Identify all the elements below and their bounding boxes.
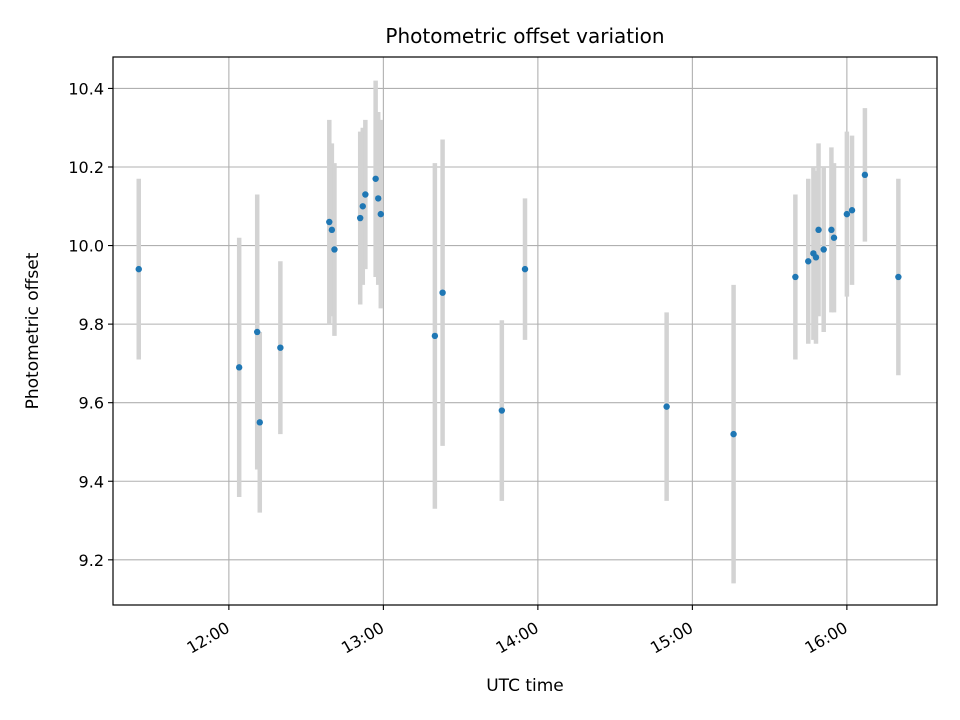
data-point: [254, 328, 261, 336]
y-tick-label: 10.0: [68, 237, 104, 256]
y-tick-label: 9.2: [79, 551, 104, 570]
data-point: [830, 234, 838, 241]
data-point: [362, 191, 369, 198]
data-point: [256, 419, 263, 426]
data-point: [792, 273, 799, 281]
y-axis-label: Photometric offset: [23, 252, 43, 409]
data-point: [805, 258, 812, 265]
y-tick-label: 10.2: [68, 158, 104, 177]
data-point: [331, 246, 338, 253]
data-point: [431, 332, 439, 340]
data-point: [730, 430, 737, 438]
data-point: [372, 175, 379, 182]
x-axis-label: UTC time: [486, 676, 564, 696]
data-point: [843, 210, 851, 218]
data-point: [328, 226, 336, 234]
data-point: [861, 171, 869, 179]
data-point: [820, 246, 827, 253]
data-points: [135, 171, 902, 438]
data-point: [235, 364, 243, 371]
data-point: [815, 226, 822, 234]
y-tick-label: 10.4: [68, 79, 104, 98]
data-point: [498, 407, 506, 414]
data-point: [521, 265, 529, 273]
data-point: [357, 214, 364, 222]
y-tick-label: 9.8: [79, 315, 104, 334]
data-point: [377, 210, 384, 218]
chart-title: Photometric offset variation: [385, 24, 664, 48]
data-point: [895, 273, 902, 281]
data-point: [359, 203, 366, 210]
data-point: [326, 218, 333, 226]
data-point: [848, 207, 856, 214]
data-point: [828, 226, 835, 234]
data-point: [135, 265, 142, 273]
data-point: [812, 254, 820, 261]
y-tick-label: 9.6: [79, 394, 104, 413]
data-point: [663, 403, 670, 410]
data-point: [375, 195, 382, 202]
data-point: [439, 289, 446, 296]
data-point: [277, 344, 284, 351]
plot-frame: [112, 56, 938, 606]
y-tick-label: 9.4: [79, 472, 104, 491]
